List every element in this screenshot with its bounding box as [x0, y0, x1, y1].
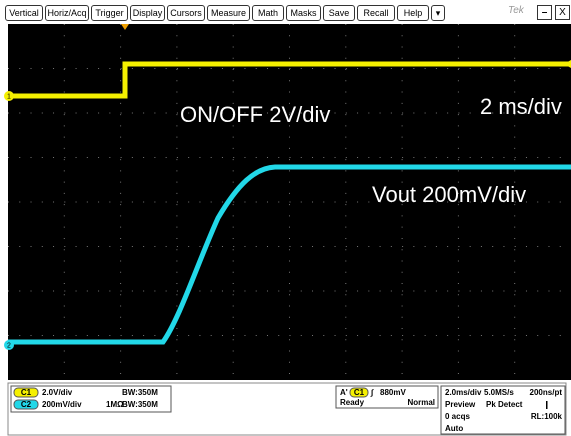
annotation: Vout 200mV/div [372, 182, 526, 207]
menu-button[interactable]: Vertical [5, 5, 43, 21]
ch1-trace [8, 61, 571, 99]
trigger-source: C1 [354, 388, 365, 397]
ch1-marker [4, 91, 14, 101]
menu-button[interactable]: Math [252, 5, 284, 21]
acq-indicator [546, 401, 548, 409]
menu-button[interactable]: Measure [207, 5, 250, 21]
annotation: ON/OFF 2V/div [180, 102, 330, 127]
trigger-source-badge [349, 387, 369, 398]
logo: Tek [508, 5, 524, 16]
close-button[interactable]: X [555, 5, 570, 20]
minimize-button[interactable]: – [537, 5, 552, 20]
ch2-coupling: 1MΩ [106, 400, 124, 409]
acq-text: 5.0MS/s [484, 388, 514, 397]
trigger-level-marker [564, 60, 571, 68]
ch1-badge-label: C1 [21, 388, 32, 397]
trigger-position-marker [121, 24, 129, 30]
menu-button[interactable]: ▾ [431, 5, 445, 21]
ch2-trace [8, 164, 571, 345]
ch2-badge [13, 399, 39, 410]
trigger-level: 880mV [380, 388, 406, 397]
trigger-type: Normal [407, 398, 435, 407]
trigger-state: Ready [340, 398, 365, 407]
menu-button[interactable]: Display [130, 5, 165, 21]
menu-bar: Vertical Horiz/Acq Trigger Display Cursors Me… [0, 0, 571, 24]
ch1-marker-label: 1 [7, 93, 11, 100]
acq-text: 200ns/pt [530, 388, 563, 397]
ch2-badge-label: C2 [21, 400, 32, 409]
acq-text: 0 acqs [445, 412, 470, 421]
ch2-marker-label: 2 [7, 342, 11, 349]
ch2-marker [4, 340, 14, 350]
acq-text: Pk Detect [486, 400, 523, 409]
trigger-slope: ∫ [370, 388, 374, 397]
ch1-bandwidth: BW:350M [122, 388, 158, 397]
acq-text: 2.0ms/div [445, 388, 482, 397]
ch1-badge [13, 387, 39, 398]
acq-text: Auto [445, 424, 463, 433]
menu-button[interactable]: Cursors [167, 5, 205, 21]
acq-text: RL:100k [531, 412, 563, 421]
acq-text: Preview [445, 400, 476, 409]
menu-button[interactable]: Recall [357, 5, 395, 21]
ch1-scale: 2.0V/div [42, 388, 73, 397]
menu-button[interactable]: Trigger [91, 5, 128, 21]
annotation: 2 ms/div [480, 94, 562, 119]
menu-button[interactable]: Masks [286, 5, 321, 21]
menu-button[interactable]: Help [397, 5, 429, 21]
trigger-mode: A' [340, 388, 348, 397]
ch2-scale: 200mV/div [42, 400, 82, 409]
menu-button[interactable]: Save [323, 5, 355, 21]
acquisition-panel [440, 385, 566, 435]
menu-button[interactable]: Horiz/Acq [45, 5, 89, 21]
graticule [8, 24, 571, 380]
ch2-bandwidth: BW:350M [122, 400, 158, 409]
